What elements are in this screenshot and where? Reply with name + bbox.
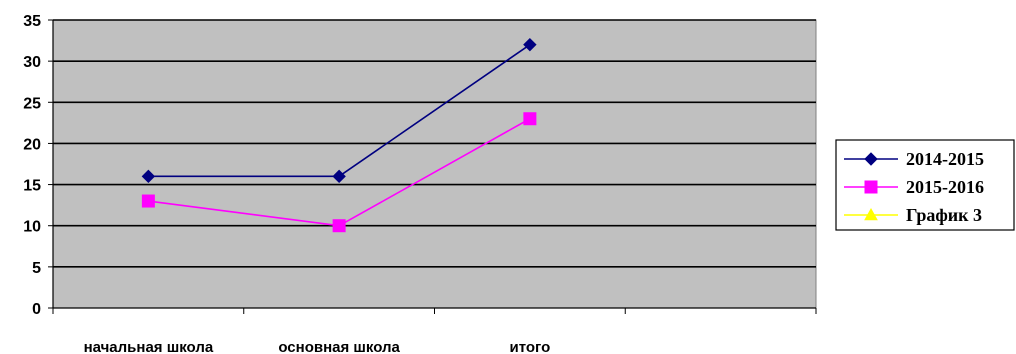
x-tick-label: начальная школа [84, 339, 214, 354]
data-point [141, 169, 156, 184]
y-tick-label: 10 [23, 219, 41, 236]
data-point [141, 194, 155, 208]
y-tick-label: 15 [23, 178, 41, 195]
legend-item: 2014-2015 [844, 149, 984, 169]
legend-label: 2015-2016 [906, 177, 984, 197]
y-tick-label: 20 [23, 136, 41, 153]
y-tick-label: 25 [23, 95, 41, 112]
legend: 2014-2015 2015-2016 График 3 [835, 139, 1015, 231]
x-tick-label: итого [510, 339, 551, 354]
legend-item: 2015-2016 [844, 177, 984, 197]
data-point [332, 219, 346, 233]
legend-marker [864, 207, 878, 221]
legend-item: График 3 [844, 205, 982, 225]
legend-marker [864, 180, 878, 194]
data-point [332, 169, 346, 184]
y-tick-label: 5 [32, 260, 41, 277]
plot-area [52, 19, 817, 309]
legend-label: График 3 [906, 205, 982, 225]
series-layer [141, 37, 537, 233]
plot-background [52, 19, 817, 309]
data-point [523, 112, 537, 126]
y-tick-label: 0 [32, 301, 41, 318]
x-tick-label: основная школа [278, 339, 400, 354]
y-tick-label: 35 [23, 13, 41, 30]
series-2 [141, 112, 537, 233]
series-1 [141, 37, 537, 184]
data-point [523, 37, 537, 52]
axes: 0 5 10 15 20 25 30 35 начальная школа основная шк… [23, 13, 817, 354]
legend-label: 2014-2015 [906, 149, 984, 169]
legend-marker [864, 152, 878, 166]
y-tick-label: 30 [23, 54, 41, 71]
